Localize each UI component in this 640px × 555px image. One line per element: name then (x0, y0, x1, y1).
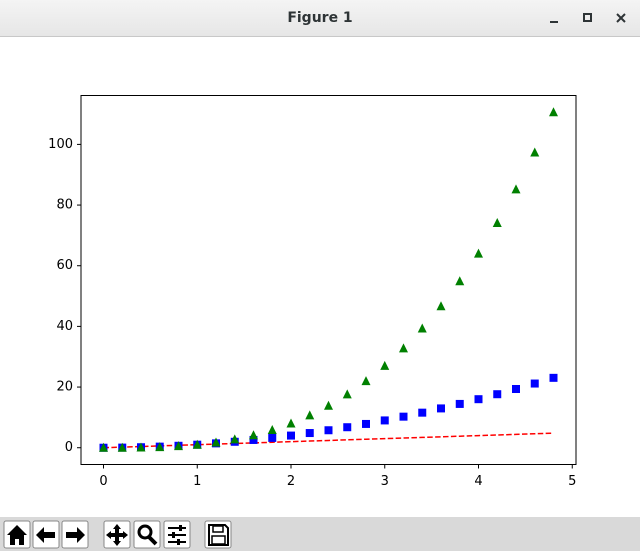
triangle-marker (342, 389, 352, 399)
square-marker (437, 404, 445, 413)
close-button[interactable] (616, 13, 626, 23)
window-title: Figure 1 (287, 10, 352, 26)
triangle-marker (549, 107, 558, 117)
triangle-marker (192, 439, 202, 449)
y-tick-label: 60 (56, 258, 73, 273)
toolbar (0, 517, 640, 551)
triangle-marker (399, 343, 408, 353)
y-tick-label: 40 (56, 319, 73, 334)
triangle-marker (249, 430, 258, 440)
triangle-marker (155, 442, 165, 452)
triangle-marker (230, 434, 240, 444)
square-marker (324, 426, 333, 435)
x-tick-label: 0 (99, 474, 107, 489)
triangle-marker (511, 184, 521, 194)
square-marker (249, 435, 258, 444)
x-tick-label: 3 (381, 474, 389, 489)
triangle-marker (455, 276, 465, 286)
y-tick-label: 80 (56, 198, 73, 213)
square-marker (268, 433, 277, 442)
square-marker (343, 423, 352, 432)
square-marker (512, 385, 520, 394)
y-tick-label: 20 (56, 380, 73, 395)
square-marker (455, 399, 464, 408)
x-tick-label: 5 (568, 474, 576, 489)
y-tick-label: 0 (65, 440, 73, 455)
square-marker (530, 379, 539, 388)
triangle-marker (380, 360, 390, 370)
title-bar (0, 0, 640, 37)
triangle-marker (417, 323, 427, 333)
triangle-marker (117, 442, 127, 452)
x-tick-label: 4 (474, 474, 482, 489)
square-marker (493, 390, 502, 399)
triangle-marker (305, 410, 315, 420)
y-tick-label: 100 (48, 137, 73, 152)
square-marker (380, 416, 389, 425)
square-marker (362, 419, 370, 428)
triangle-marker (324, 400, 333, 410)
triangle-marker (99, 442, 108, 452)
maximize-button[interactable] (583, 13, 592, 22)
x-tick-label: 1 (193, 474, 201, 489)
triangle-marker (492, 217, 502, 227)
square-marker (287, 431, 295, 440)
triangle-marker (211, 437, 221, 447)
triangle-marker (136, 442, 146, 452)
square-marker (474, 395, 483, 404)
triangle-marker (474, 248, 483, 258)
square-marker (418, 408, 427, 417)
x-tick-label: 2 (287, 474, 295, 489)
triangle-marker (174, 441, 183, 451)
square-marker (399, 412, 408, 421)
triangle-marker (267, 425, 277, 435)
toolbar-icons (7, 524, 229, 546)
triangle-marker (286, 418, 296, 428)
square-marker (305, 429, 314, 438)
triangle-marker (530, 147, 540, 157)
triangle-marker (436, 301, 446, 311)
square-marker (549, 373, 558, 382)
triangle-marker (361, 376, 371, 386)
